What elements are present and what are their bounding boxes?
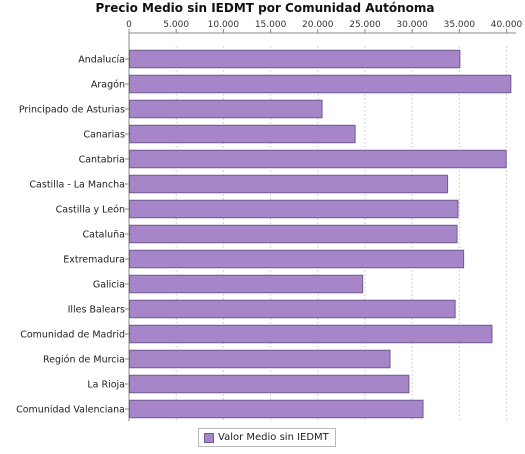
category-label: Castilla y León bbox=[56, 205, 125, 216]
bar bbox=[129, 49, 461, 69]
chart-title: Precio Medio sin IEDMT por Comunidad Aut… bbox=[96, 1, 435, 15]
category-label: Cataluña bbox=[82, 230, 125, 241]
bar bbox=[129, 124, 356, 144]
category-label: Cantabria bbox=[79, 155, 125, 166]
x-tick-label: 0 bbox=[126, 20, 132, 30]
bar bbox=[129, 174, 449, 194]
bar bbox=[129, 274, 364, 294]
category-label: Comunidad Valenciana bbox=[16, 405, 125, 416]
bar bbox=[129, 74, 512, 94]
legend-swatch bbox=[204, 432, 214, 443]
x-tick-label: 20.000 bbox=[302, 20, 334, 30]
bar bbox=[129, 249, 465, 269]
x-tick-label: 15.000 bbox=[255, 20, 287, 30]
bar bbox=[129, 299, 456, 319]
x-tick-label: 5.000 bbox=[163, 20, 189, 30]
bar bbox=[129, 224, 458, 244]
category-label: La Rioja bbox=[87, 380, 125, 391]
x-tick-label: 25.000 bbox=[349, 20, 381, 30]
x-tick-label: 10.000 bbox=[208, 20, 240, 30]
category-label: Canarias bbox=[83, 130, 125, 141]
legend: Valor Medio sin IEDMT bbox=[198, 428, 336, 447]
category-label: Castilla - La Mancha bbox=[29, 180, 125, 191]
category-label: Galicia bbox=[93, 280, 125, 291]
category-label: Extremadura bbox=[63, 255, 125, 266]
category-label: Illes Balears bbox=[68, 305, 125, 316]
bar bbox=[129, 399, 424, 419]
bar bbox=[129, 99, 323, 119]
category-label: Aragón bbox=[91, 80, 125, 91]
category-label: Comunidad de Madrid bbox=[20, 330, 125, 341]
x-tick-label: 35.000 bbox=[444, 20, 476, 30]
x-tick-label: 30.000 bbox=[396, 20, 428, 30]
bar bbox=[129, 324, 493, 344]
bar bbox=[129, 374, 410, 394]
bar bbox=[129, 149, 507, 169]
category-label: Región de Murcia bbox=[43, 355, 125, 366]
category-label: Principado de Asturias bbox=[19, 105, 125, 116]
bar bbox=[129, 349, 391, 369]
bar bbox=[129, 199, 459, 219]
x-tick-label: 40.000 bbox=[491, 20, 523, 30]
category-label: Andalucía bbox=[78, 55, 125, 66]
legend-label: Valor Medio sin IEDMT bbox=[218, 432, 329, 443]
